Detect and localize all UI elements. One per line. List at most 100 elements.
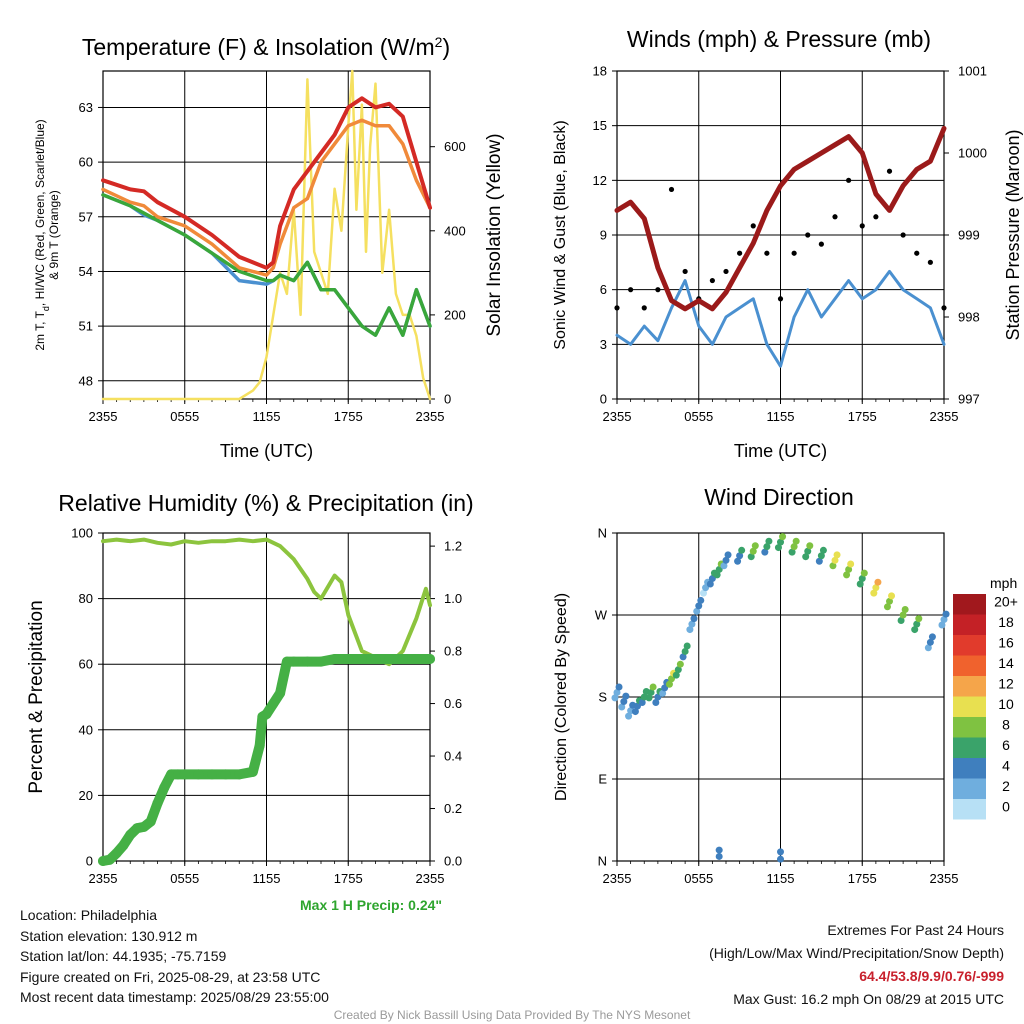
- direction-point: [631, 708, 639, 716]
- direction-point: [693, 607, 701, 615]
- x-tick-label: 1755: [848, 409, 877, 424]
- gust-point: [914, 250, 920, 256]
- direction-point: [686, 626, 694, 634]
- direction-point: [802, 553, 810, 561]
- chart-title: Winds (mph) & Pressure (mb): [627, 26, 931, 52]
- latlon-text: Station lat/lon: 44.1935; -75.7159: [20, 948, 227, 964]
- gust-point: [709, 277, 715, 284]
- direction-point: [765, 537, 773, 545]
- direction-point: [676, 660, 684, 668]
- x-tick-label: 1755: [334, 871, 363, 886]
- direction-point: [817, 552, 825, 560]
- direction-point: [815, 557, 823, 565]
- colorbar-label: 8: [1002, 716, 1010, 732]
- y2-tick-label: 0.4: [444, 749, 462, 764]
- y2-tick-label: 0.0: [444, 854, 462, 869]
- direction-point: [763, 543, 771, 551]
- direction-point: [913, 620, 921, 628]
- precip-point: [138, 821, 149, 832]
- t9m-line: [101, 118, 432, 277]
- direction-point: [690, 615, 698, 623]
- precip-point: [411, 653, 422, 664]
- gust-point: [859, 223, 865, 229]
- direction-point: [674, 666, 682, 674]
- y2-tick-label: 998: [958, 310, 980, 325]
- precip-point: [179, 769, 190, 780]
- colorbar-swatch: [953, 614, 986, 635]
- y2-tick-label: 1.0: [444, 591, 462, 606]
- direction-point: [901, 606, 909, 614]
- precip-point: [247, 766, 258, 777]
- y2-tick-label: 400: [444, 223, 466, 238]
- direction-point: [819, 546, 827, 554]
- y-tick-label: 6: [600, 282, 607, 297]
- y-tick-label: 18: [593, 64, 607, 79]
- direction-point: [645, 694, 653, 702]
- direction-point: [777, 538, 784, 546]
- direction-point: [888, 592, 896, 600]
- x-tick-label: 2355: [603, 871, 632, 886]
- gust-point: [791, 250, 797, 256]
- y-tick-label: 80: [79, 591, 93, 606]
- colorbar-swatch: [953, 696, 986, 717]
- colorbar-label: 10: [998, 696, 1014, 712]
- chart-title: Relative Humidity (%) & Precipitation (i…: [58, 490, 473, 516]
- direction-point: [804, 547, 812, 555]
- x-tick-label: 0555: [684, 871, 713, 886]
- gust-point: [832, 214, 838, 220]
- precip-point: [268, 698, 279, 709]
- x-axis-label: Time (UTC): [734, 441, 827, 461]
- precip-point: [125, 829, 136, 840]
- direction-point: [847, 560, 855, 568]
- x-tick-label: 1155: [767, 409, 795, 424]
- direction-point: [695, 602, 703, 610]
- colorbar-swatch: [953, 655, 986, 676]
- colorbar-swatch: [953, 799, 986, 820]
- y-tick-label: 9: [600, 228, 607, 243]
- wind-direction-panel: 2355 0555 1155 1755 2355 N E S W N Wind Direction D…: [553, 484, 958, 886]
- y-tick-label: N: [598, 526, 607, 541]
- direction-point: [659, 689, 667, 697]
- elevation-text: Station elevation: 130.912 m: [20, 927, 198, 944]
- direction-point: [856, 580, 864, 588]
- winds-panel: 2355 0555 1155 1755 2355 0 3 6 9 12 15 18 Winds (mph…: [552, 26, 1023, 461]
- direction-point: [722, 556, 730, 564]
- gust-point: [927, 259, 933, 265]
- colorbar-label: 6: [1002, 737, 1010, 753]
- y-tick-label: 60: [79, 155, 93, 170]
- precip-point: [288, 656, 299, 667]
- y2-axis-label: Station Pressure (Maroon): [1003, 129, 1023, 340]
- y-tick-label: 0: [600, 392, 607, 407]
- direction-point: [860, 569, 868, 577]
- created-text: Figure created on Fri, 2025-08-29, at 23…: [20, 968, 321, 985]
- direction-point: [715, 565, 723, 573]
- max-gust-text: Max Gust: 16.2 mph On 08/29 at 2015 UTC: [733, 991, 1004, 1007]
- y-axis-label: 2m T, Td, HI/WC (Red, Green, Scarlet/Blu…: [33, 119, 51, 350]
- direction-point: [911, 626, 919, 634]
- direction-point: [747, 553, 755, 561]
- colorbar-label: 20+: [994, 593, 1018, 609]
- precip-point: [118, 840, 129, 851]
- y-axis-label: Direction (Colored By Speed): [553, 593, 570, 801]
- max-hourly-precip: Max 1 H Precip: 0.24": [300, 897, 443, 913]
- colorbar-swatch: [953, 676, 986, 697]
- y-tick-label: 12: [593, 173, 607, 188]
- x-tick-label: 2355: [603, 409, 632, 424]
- hi-line: [101, 193, 432, 337]
- colorbar-label: 2: [1002, 778, 1010, 794]
- gust-point: [818, 241, 824, 247]
- y-tick-label: S: [598, 690, 607, 705]
- y2-tick-label: 0.6: [444, 696, 462, 711]
- recent-text: Most recent data timestamp: 2025/08/29 2…: [20, 989, 329, 1005]
- direction-point: [661, 684, 669, 692]
- wind-line: [615, 269, 946, 368]
- direction-point: [928, 633, 936, 641]
- y-tick-label: 0: [86, 854, 93, 869]
- direction-point: [706, 580, 714, 588]
- x-tick-label: 1755: [848, 871, 877, 886]
- y-tick-label: N: [598, 854, 607, 869]
- precip-point: [261, 709, 272, 720]
- x-axis-label: Time (UTC): [220, 441, 313, 461]
- y-tick-label: 60: [79, 657, 93, 672]
- direction-point: [713, 571, 721, 579]
